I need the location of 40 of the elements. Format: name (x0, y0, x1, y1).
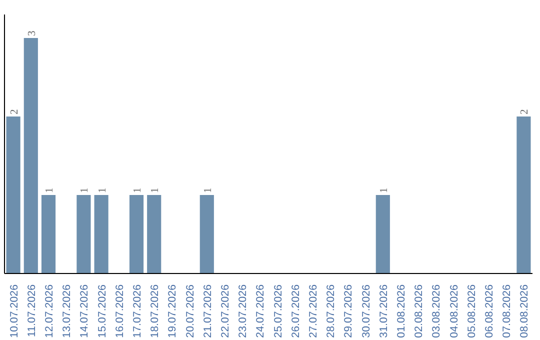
x-tick-label: 16.07.2026 (114, 284, 126, 338)
x-tick-label: 26.07.2026 (290, 284, 302, 338)
x-tick-label: 21.07.2026 (202, 284, 214, 338)
x-tick-label: 03.08.2026 (430, 284, 443, 338)
data-label: 1 (378, 188, 390, 194)
x-tick-label: 15.07.2026 (96, 284, 108, 338)
x-tick-label: 29.07.2026 (342, 284, 355, 338)
x-tick-label: 18.07.2026 (149, 284, 162, 338)
x-tick-label: 28.07.2026 (325, 284, 338, 338)
x-tick-label: 17.07.2026 (132, 284, 144, 338)
x-tick-label: 10.07.2026 (8, 284, 20, 338)
data-label: 1 (132, 188, 144, 194)
x-tick-label: 20.07.2026 (184, 284, 196, 338)
x-tick-label: 24.07.2026 (254, 284, 267, 338)
x-tick-label: 11.07.2026 (26, 284, 38, 338)
data-label: 1 (202, 188, 214, 194)
x-tick-label: 04.08.2026 (448, 284, 460, 338)
x-tick-label: 23.07.2026 (237, 284, 250, 338)
x-tick-label: 19.07.2026 (166, 284, 179, 338)
x-tick-label: 07.08.2026 (501, 284, 514, 338)
x-tick-label: 14.07.2026 (78, 284, 91, 338)
data-label: 2 (9, 109, 20, 115)
data-label: 1 (80, 188, 91, 194)
x-tick-label: 12.07.2026 (44, 284, 56, 338)
x-tick-label: 27.07.2026 (308, 284, 320, 338)
x-tick-label: 05.08.2026 (466, 284, 478, 338)
x-tick-label: 30.07.2026 (360, 284, 372, 338)
x-tick-label: 02.08.2026 (413, 284, 426, 338)
x-tick-label: 13.07.2026 (61, 284, 74, 338)
data-label: 1 (150, 188, 162, 194)
data-label: 1 (44, 188, 56, 194)
x-tick-label: 25.07.2026 (272, 284, 284, 338)
x-tick-label: 08.08.2026 (518, 284, 531, 338)
x-tick-label: 22.07.2026 (220, 284, 232, 338)
x-tick-label: 01.08.2026 (396, 284, 408, 338)
data-label: 2 (520, 109, 531, 115)
data-label: 1 (97, 188, 108, 194)
data-label: 3 (26, 30, 38, 36)
x-tick-label: 31.07.2026 (378, 284, 390, 338)
x-tick-label: 06.08.2026 (484, 284, 496, 338)
